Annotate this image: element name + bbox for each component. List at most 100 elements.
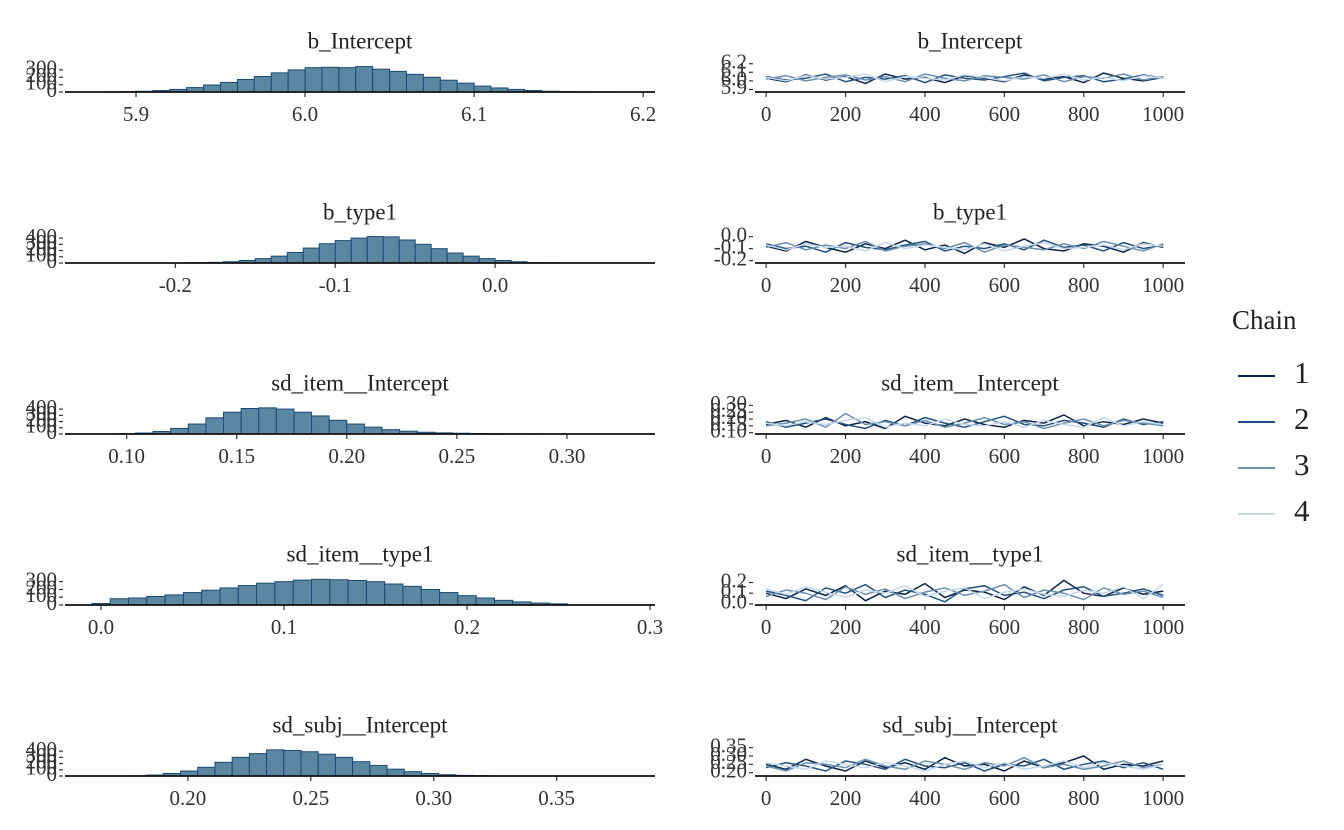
x-tick-label: 0.30	[549, 444, 586, 468]
x-tick-label: 0	[761, 615, 772, 639]
x-tick-label: 0	[761, 444, 772, 468]
panel-title: b_type1	[323, 199, 397, 224]
histogram-bar	[372, 68, 391, 93]
histogram-bar	[219, 587, 239, 606]
x-tick-label: 0	[761, 786, 772, 810]
histogram-bar	[439, 592, 459, 606]
x-tick-label: 600	[989, 615, 1021, 639]
y-tick-label: 6.1	[721, 58, 747, 82]
y-tick-label: 300	[26, 743, 58, 767]
panel-title: sd_item__Intercept	[881, 370, 1059, 395]
histogram-bar	[231, 756, 250, 777]
y-tick-label: 300	[26, 56, 58, 80]
x-tick-label: 800	[1068, 102, 1100, 126]
histogram-bar	[355, 66, 374, 93]
y-tick-label: 100	[26, 414, 58, 438]
x-tick-label: 0	[761, 273, 772, 297]
histogram-bar	[475, 597, 496, 606]
histogram-bar	[266, 749, 285, 777]
x-tick-label: 0.0	[482, 273, 508, 297]
x-tick-label: 200	[830, 273, 862, 297]
y-tick-label: 0.20	[710, 405, 747, 429]
x-tick-label: 0.10	[108, 444, 145, 468]
y-tick-label: 0.35	[710, 733, 747, 757]
histogram-bar	[293, 411, 313, 435]
trace-line	[765, 239, 1164, 254]
legend-label: 2	[1294, 401, 1310, 436]
y-tick-label: 0.30	[710, 742, 747, 766]
histogram-bar	[258, 407, 277, 435]
y-tick-label: -0.1	[714, 234, 747, 258]
x-tick-label: 1000	[1142, 444, 1184, 468]
histogram-bar	[274, 581, 294, 606]
x-tick-label: 1000	[1142, 615, 1184, 639]
trace-line	[765, 73, 1164, 83]
histogram-bar	[287, 69, 306, 93]
histogram-bar	[197, 766, 216, 777]
histogram-bar	[384, 583, 404, 606]
histogram-bar	[456, 82, 475, 93]
x-tick-label: 5.9	[123, 102, 149, 126]
x-tick-label: 0.15	[218, 444, 255, 468]
trace-line	[765, 240, 1164, 254]
x-tick-label: 400	[909, 273, 941, 297]
x-tick-label: 0.1	[271, 615, 297, 639]
histogram-bar	[334, 240, 352, 264]
histogram-bar	[311, 578, 331, 606]
y-tick-label: 0	[47, 249, 58, 273]
histogram-bar	[369, 764, 388, 777]
histogram-bar	[382, 236, 400, 264]
trace-line	[765, 241, 1164, 252]
histogram-bar	[329, 579, 349, 606]
y-tick-label: 300	[26, 230, 58, 254]
y-tick-label: 400	[26, 395, 58, 419]
histogram-bar	[365, 581, 386, 606]
histogram-bar	[338, 67, 357, 93]
histogram-bar	[398, 239, 416, 264]
trace-line	[765, 583, 1164, 600]
y-tick-label: 200	[26, 236, 58, 260]
histogram-bar	[275, 408, 295, 435]
histogram-bar	[334, 756, 354, 777]
histogram-bar	[220, 81, 238, 93]
x-tick-label: 200	[830, 786, 862, 810]
y-tick-label: 0.1	[721, 579, 747, 603]
y-tick-label: 0	[47, 762, 58, 786]
y-tick-label: 0	[47, 591, 58, 615]
x-tick-label: 0.2	[454, 615, 480, 639]
histogram-bar	[318, 243, 336, 264]
x-tick-label: 400	[909, 615, 941, 639]
histogram-bar	[363, 426, 383, 435]
histogram-bar	[422, 76, 441, 93]
x-tick-label: 1000	[1142, 786, 1184, 810]
histogram-bar	[187, 423, 207, 435]
histogram-bar	[311, 415, 330, 435]
histogram-bar	[182, 592, 203, 606]
histogram-bar	[462, 255, 480, 264]
y-tick-label: 0.25	[710, 398, 747, 422]
legend-label: 1	[1294, 355, 1310, 390]
y-tick-label: 0.10	[710, 418, 747, 442]
histogram-bar	[430, 248, 448, 264]
x-tick-label: 600	[989, 102, 1021, 126]
y-tick-label: 200	[26, 407, 58, 431]
y-tick-label: 0.20	[710, 758, 747, 782]
trace-line	[765, 579, 1164, 602]
y-tick-label: 6.2	[721, 50, 747, 74]
histogram-bar	[389, 70, 407, 93]
y-tick-label: 400	[26, 224, 58, 248]
x-tick-label: 600	[989, 444, 1021, 468]
histogram-bar	[446, 252, 464, 264]
x-tick-label: 0.25	[438, 444, 475, 468]
x-tick-label: 0.3	[637, 615, 663, 639]
trace-line	[765, 758, 1164, 772]
histogram-bar	[328, 419, 348, 435]
histogram-bar	[223, 411, 242, 435]
histogram-bar	[405, 73, 424, 93]
x-tick-label: -0.2	[159, 273, 192, 297]
histogram-bar	[304, 67, 323, 93]
y-tick-label: 0.15	[710, 412, 747, 436]
x-tick-label: 0.20	[328, 444, 365, 468]
x-tick-label: 800	[1068, 615, 1100, 639]
x-tick-label: 0.35	[538, 786, 575, 810]
